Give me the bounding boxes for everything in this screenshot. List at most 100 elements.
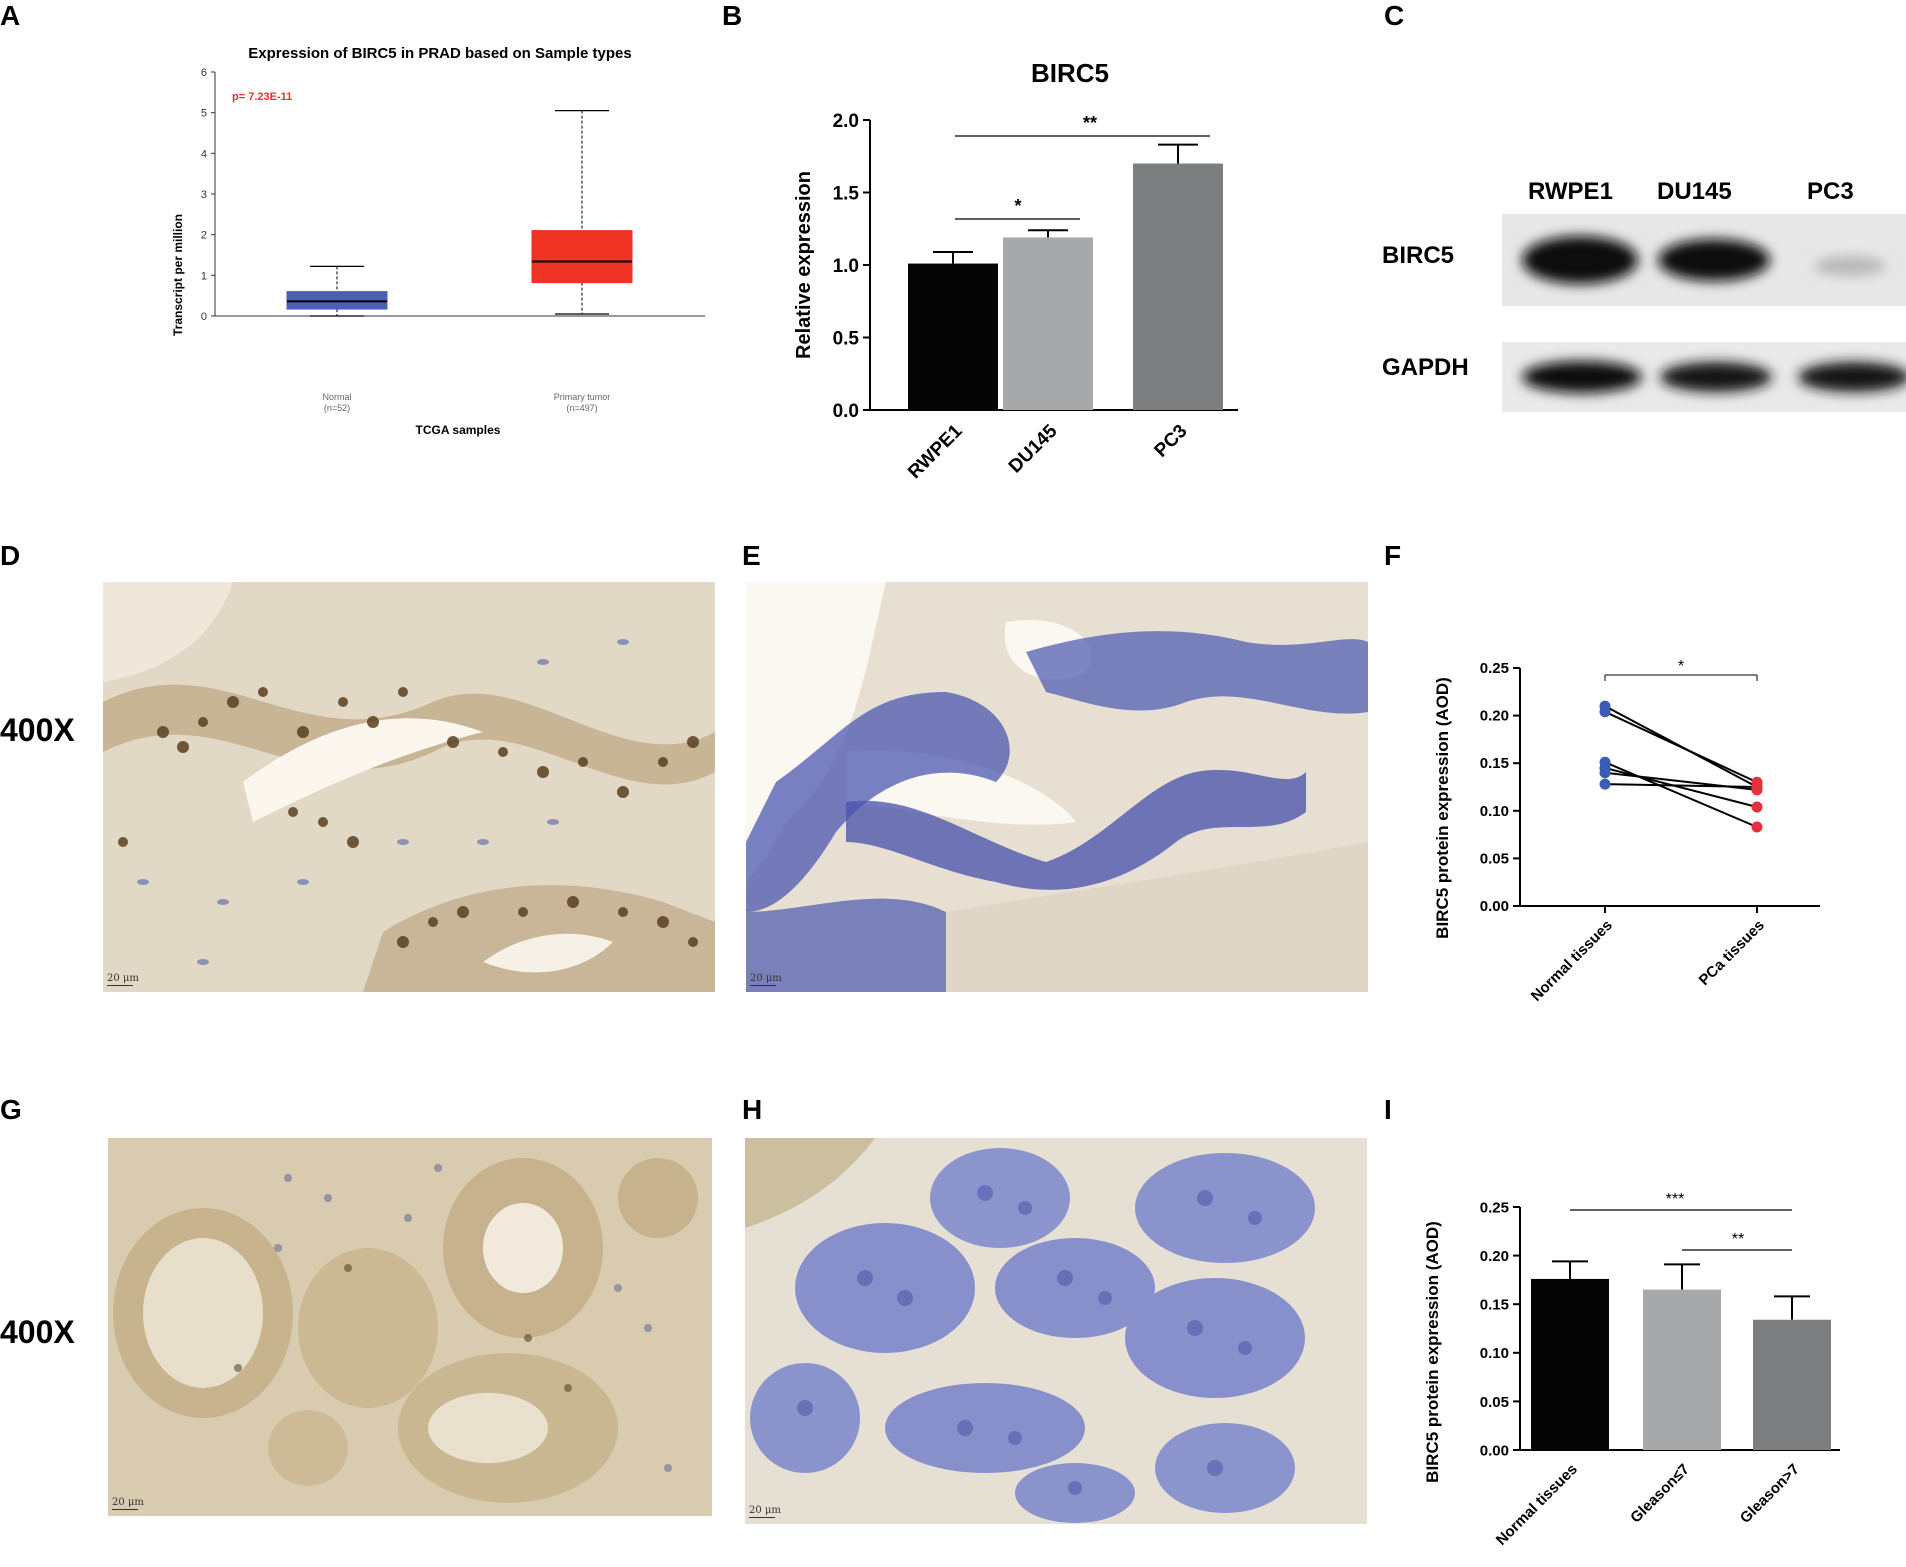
- panel-b-ylabel: Relative expression: [793, 171, 815, 359]
- panel-b-barchart: BIRC5 Relative expression 0.0 0.5 1.0 1.5 2.…: [793, 58, 1238, 483]
- micrograph-g-image: [108, 1138, 712, 1516]
- panel-f-point-pca-5: [1751, 781, 1763, 793]
- panel-a-y-tick-label: 0: [201, 311, 207, 323]
- blot-birc5-strip: [1502, 214, 1906, 306]
- panel-a-y-tick-label: 6: [201, 67, 207, 79]
- panel-i-y-tick-label: 0.05: [1480, 1394, 1509, 1411]
- panel-a-group-tumor: Primary tumor: [554, 392, 611, 402]
- panel-b-y-tick-label: 0.0: [833, 401, 859, 422]
- micrograph-h: 20 μm: [745, 1138, 1367, 1524]
- panel-a-y-tick-label: 5: [201, 108, 207, 120]
- panel-f-y-tick-label: 0.15: [1480, 755, 1509, 772]
- panel-label-f: F: [1384, 540, 1402, 571]
- panel-a-group-normal-n: (n=52): [324, 403, 350, 413]
- panel-f-category-label-0: Normal tissues: [1528, 917, 1616, 1005]
- band-birc5-pc3: [1814, 256, 1886, 276]
- blot-row-birc5: BIRC5: [1382, 242, 1455, 269]
- panel-label-g: G: [0, 1094, 22, 1125]
- panel-f-y-tick-label: 0.05: [1480, 850, 1509, 867]
- panel-f-y-tick-label: 0.10: [1480, 803, 1509, 820]
- panel-b-category-label-0: RWPE1: [904, 420, 967, 483]
- band-birc5-du145: [1658, 239, 1770, 281]
- scale-bar-h: 20 μm: [749, 1505, 781, 1518]
- panel-f-category-label-1: PCa tissues: [1696, 917, 1768, 989]
- panel-a-box-0: [286, 291, 388, 310]
- panel-b-y-tick-label: 0.5: [833, 328, 860, 349]
- panel-i-y-tick-label: 0.25: [1480, 1199, 1509, 1216]
- micrograph-d-image: [103, 582, 715, 992]
- panel-b-bar-0: [908, 263, 998, 410]
- panel-i-sig-1: ***: [1666, 1191, 1685, 1208]
- scale-bar-d: 20 μm: [107, 973, 139, 986]
- band-gapdh-du145: [1660, 362, 1772, 392]
- band-birc5-rwpe1: [1522, 236, 1638, 284]
- panel-i-category-label-0: Normal tissues: [1493, 1461, 1581, 1549]
- panel-i-bar-2: [1753, 1319, 1831, 1450]
- panel-a-xlabel: TCGA samples: [416, 423, 501, 437]
- band-gapdh-rwpe1: [1522, 361, 1642, 393]
- micrograph-g: 20 μm: [108, 1138, 712, 1516]
- panel-f-point-normal-5: [1599, 778, 1611, 790]
- panel-f-point-normal-1: [1599, 706, 1611, 718]
- panel-label-e: E: [742, 540, 761, 571]
- panel-a-pvalue: p= 7.23E-11: [232, 91, 292, 103]
- micrograph-e-image: [746, 582, 1368, 992]
- panel-a-ylabel: Transcript per million: [171, 214, 185, 336]
- panel-i-y-tick-label: 0.20: [1480, 1248, 1509, 1265]
- panel-f-y-tick-label: 0.25: [1480, 660, 1509, 677]
- panel-b-y-tick-label: 1.0: [833, 256, 859, 277]
- panel-i-y-tick-label: 0.10: [1480, 1345, 1509, 1362]
- panel-label-c: C: [1384, 0, 1405, 31]
- panel-a-y-tick-label: 1: [201, 270, 207, 282]
- panel-f-sig: *: [1678, 658, 1684, 675]
- blot-row-gapdh: GAPDH: [1382, 354, 1469, 381]
- panel-label-d: D: [0, 540, 21, 571]
- panel-label-i: I: [1384, 1094, 1392, 1125]
- panel-b-category-label-1: DU145: [1005, 420, 1062, 477]
- magnification-label-row1: 400X: [0, 712, 75, 748]
- panel-c-western-blot: RWPE1 DU145 PC3 BIRC5 GAPDH: [1370, 160, 1906, 430]
- panel-f-y-tick-label: 0.00: [1480, 898, 1509, 915]
- panel-f-paired-plot: BIRC5 protein expression (AOD) 0.00 0.05 0…: [1433, 658, 1820, 1005]
- panel-a-group-normal: Normal: [322, 392, 351, 402]
- panel-f-pair-line-3: [1604, 766, 1758, 808]
- panel-a-y-tick-label: 3: [201, 189, 207, 201]
- micrograph-d: 20 μm: [103, 582, 715, 992]
- panel-f-point-pca-2: [1751, 821, 1763, 833]
- panel-f-ylabel: BIRC5 protein expression (AOD): [1433, 677, 1452, 939]
- panel-b-y-tick-label: 1.5: [833, 183, 860, 204]
- panel-i-y-tick-label: 0.00: [1480, 1442, 1509, 1459]
- panel-f-pair-line-1: [1604, 710, 1758, 784]
- panel-a-y-tick-label: 2: [201, 230, 207, 242]
- panel-b-category-label-2: PC3: [1151, 421, 1192, 462]
- panel-label-a: A: [0, 0, 21, 31]
- panel-i-category-label-2: Gleason>7: [1737, 1461, 1803, 1527]
- scale-bar-e: 20 μm: [750, 973, 782, 986]
- blot-lane-pc3: PC3: [1807, 178, 1854, 205]
- panel-i-ylabel: BIRC5 protein expression (AOD): [1423, 1221, 1442, 1483]
- panel-b-y-tick-label: 2.0: [833, 111, 859, 132]
- panel-i-barchart: BIRC5 protein expression (AOD) 0.00 0.05 0…: [1423, 1191, 1840, 1549]
- panel-b-bar-2: [1133, 163, 1223, 410]
- panel-a-boxplot: Expression of BIRC5 in PRAD based on Sam…: [171, 45, 705, 437]
- blot-lane-rwpe1: RWPE1: [1528, 178, 1613, 205]
- panel-i-category-label-1: Gleason≤7: [1627, 1461, 1693, 1527]
- panel-a-box-1: [531, 230, 633, 284]
- scale-bar-g: 20 μm: [112, 1497, 144, 1510]
- micrograph-h-image: [745, 1138, 1367, 1524]
- panel-i-sig-2: **: [1732, 1231, 1744, 1248]
- panel-a-group-tumor-n: (n=497): [566, 403, 597, 413]
- panel-f-point-normal-4: [1599, 767, 1611, 779]
- panel-b-sig-1: *: [1014, 196, 1021, 216]
- panel-a-y-tick-label: 4: [201, 148, 207, 160]
- panel-f-point-pca-3: [1751, 801, 1763, 813]
- panel-f-y-tick-label: 0.20: [1480, 708, 1509, 725]
- panel-b-sig-2: **: [1083, 113, 1097, 133]
- panel-f-pair-line-5: [1604, 783, 1758, 788]
- panel-i-bar-0: [1531, 1278, 1609, 1450]
- panel-label-h: H: [742, 1094, 763, 1125]
- panel-b-title: BIRC5: [1031, 58, 1109, 88]
- micrograph-e: 20 μm: [746, 582, 1368, 992]
- panel-i-bar-1: [1643, 1289, 1721, 1450]
- blot-lane-du145: DU145: [1657, 178, 1732, 205]
